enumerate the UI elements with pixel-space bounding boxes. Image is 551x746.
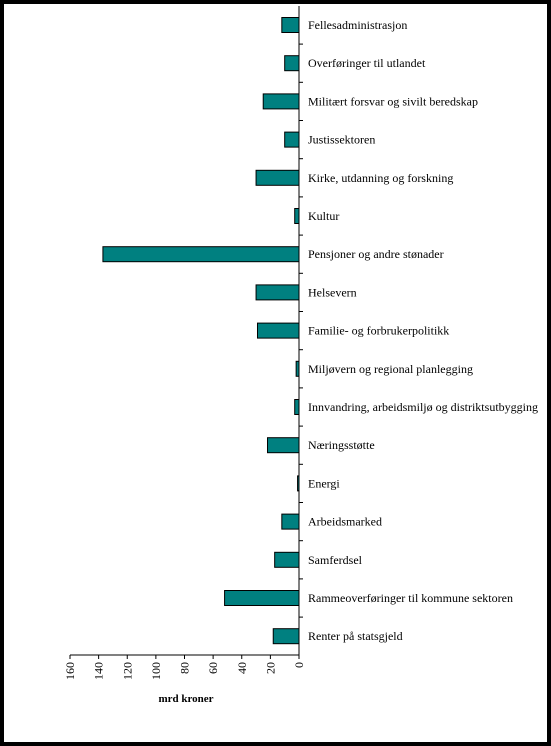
x-tick-label: 80: [178, 662, 192, 674]
labels-layer: Fellesadministrasjon Overføringer til utl…: [63, 18, 538, 680]
category-label: Pensjoner og andre stønader: [308, 247, 444, 261]
category-label: Renter på statsgjeld: [308, 629, 403, 643]
x-axis-title: mrd kroner: [158, 693, 213, 705]
bar: [294, 208, 300, 224]
x-tick-label: 100: [149, 662, 163, 680]
bar: [274, 551, 300, 568]
bar: [284, 131, 300, 148]
bar-chart: Fellesadministrasjon Overføringer til utl…: [63, 6, 538, 705]
bar: [255, 284, 300, 301]
bar: [102, 246, 300, 263]
x-tick-label: 140: [92, 662, 106, 680]
bar: [284, 55, 300, 72]
bar: [272, 628, 300, 645]
x-tick-label: 160: [63, 662, 77, 680]
category-label: Arbeidsmarked: [308, 515, 382, 529]
category-label: Familie- og forbrukerpolitikk: [308, 324, 449, 338]
category-label: Næringsstøtte: [308, 438, 375, 452]
category-label: Miljøvern og regional planlegging: [308, 362, 473, 376]
x-tick-label: 20: [263, 662, 277, 674]
category-label: Kirke, utdanning og forskning: [308, 171, 453, 185]
category-label: Samferdsel: [308, 553, 363, 567]
category-label: Overføringer til utlandet: [308, 56, 426, 70]
bar: [281, 513, 300, 530]
category-label: Rammeoverføringer til kommune sektoren: [308, 591, 513, 605]
bar: [294, 399, 300, 415]
category-label: Justissektoren: [308, 133, 375, 147]
bar: [267, 437, 300, 454]
chart-panel: Fellesadministrasjon Overføringer til utl…: [4, 4, 547, 742]
category-label: Kultur: [308, 209, 339, 223]
category-label: Innvandring, arbeidsmiljø og distriktsut…: [308, 400, 538, 414]
x-tick-label: 40: [235, 662, 249, 674]
bar: [281, 17, 300, 33]
bar: [256, 322, 300, 339]
bar: [224, 590, 300, 606]
bars-layer: [102, 17, 300, 645]
x-tick-label: 60: [206, 662, 220, 674]
category-label: Energi: [308, 476, 340, 490]
category-label: Helsevern: [308, 285, 357, 299]
category-label: Militært forsvar og sivilt beredskap: [308, 94, 478, 108]
x-tick-label: 0: [292, 662, 306, 668]
bar: [262, 93, 300, 110]
bar: [255, 169, 300, 186]
axis-layer: [69, 6, 303, 659]
category-label: Fellesadministrasjon: [308, 18, 407, 32]
x-tick-label: 120: [120, 662, 134, 680]
